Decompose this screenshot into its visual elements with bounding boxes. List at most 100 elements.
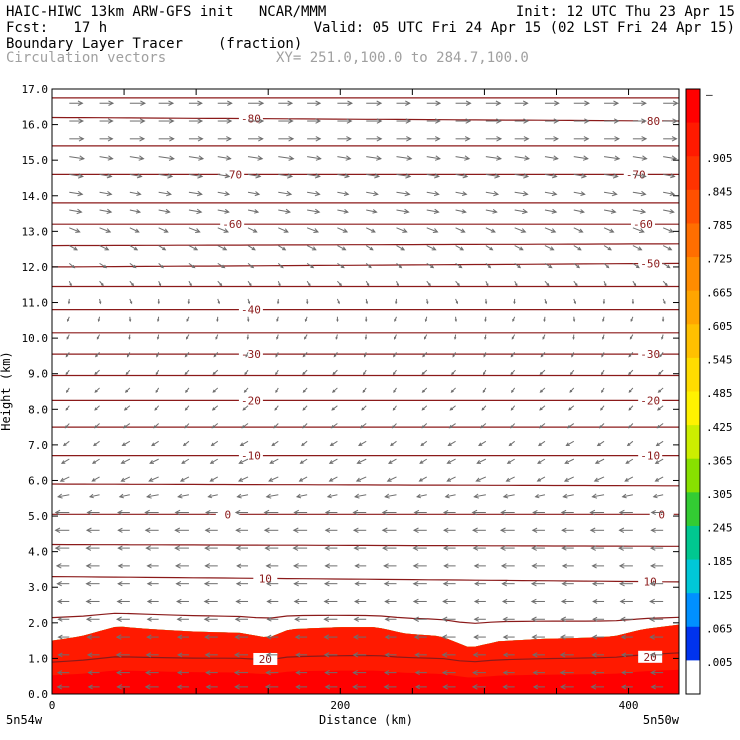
vector-head [412,527,419,534]
vector-shaft [268,476,279,482]
vector-head [496,118,502,124]
vector-head [186,319,189,323]
vector-shaft [306,262,314,268]
vector-head [515,283,518,287]
vector-head [287,100,294,106]
vector-head [448,424,453,429]
vector-shaft [188,262,195,268]
vector-head [91,478,96,482]
vector-head [85,527,92,534]
vector-shaft [69,173,83,178]
vector-head [94,389,98,393]
vector-head [628,354,632,358]
vector-head [487,265,492,269]
vector-head [75,228,81,233]
vector-head [657,389,662,393]
colorbar-swatch [686,223,700,258]
vector-head [233,669,240,676]
vector-head [60,460,66,464]
vector-head [64,425,68,429]
vector-head [182,442,187,447]
vector-shaft [99,173,112,178]
colorbar-swatch [686,593,700,628]
vector-head [376,100,383,106]
vector-shaft [622,494,633,498]
vector-head [519,246,524,251]
vector-head [431,246,437,251]
vector-head [140,100,147,106]
vector-head [568,407,572,411]
vector-head [346,136,352,142]
vector-head [226,136,232,142]
vector-shaft [306,245,317,251]
vector-head [511,390,514,393]
vector-head [57,634,63,640]
vector-head [151,442,156,447]
vector-head [120,477,126,482]
header-title: HAIC-HIWC 13km ARW-GFS init NCAR/MMM [6,4,327,20]
vector-head [135,209,142,214]
vector-head [198,155,205,161]
vector-head [65,390,69,394]
vector-head [219,283,223,287]
vector-head [473,599,480,604]
vector-head [125,372,129,376]
vector-head [369,246,374,251]
vector-shaft [247,262,254,268]
vector-head [116,684,123,690]
vector-head [633,283,637,287]
vector-head [107,118,114,124]
vector-head [252,228,258,233]
vector-head [510,372,514,376]
vector-head [168,155,175,161]
vector-head [590,669,597,676]
vector-shaft [69,245,78,251]
vector-head [384,652,390,658]
vector-head [446,477,451,482]
vector-head [85,545,92,551]
vector-head [631,301,635,305]
vector-head [473,493,479,499]
vector-head [548,264,553,269]
vector-shaft [426,173,439,178]
vector-head [601,354,604,358]
contour-label-bg [253,572,278,585]
colorbar-swatch [686,290,700,325]
vector-head [86,509,93,516]
vector-head [295,652,301,658]
vector-shaft [99,156,113,160]
vector-shaft [485,209,497,213]
vector-head [663,301,666,305]
vector-head [583,136,590,142]
vector-head [56,581,62,587]
vector-shaft [360,423,367,429]
vector-head [560,684,566,690]
y-tick-label: 0.0 [28,688,48,701]
vector-head [342,228,349,233]
vector-head [184,372,188,376]
vector-shaft [603,245,612,251]
vector-shaft [544,156,558,160]
vector-head [345,155,352,161]
vector-shaft [99,209,112,213]
vector-head [573,301,576,305]
vector-head [539,407,543,411]
contour-line [52,652,679,663]
vector-head [237,477,244,482]
vector-head [435,100,442,106]
vector-head [602,336,605,340]
vector-shaft [485,245,493,251]
vector-head [384,670,390,676]
vector-head [191,264,196,269]
vector-head [539,371,543,376]
vector-shaft [149,458,159,464]
vector-head [176,684,182,690]
vector-head [294,634,301,640]
vector-head [336,319,339,323]
vector-head [569,372,573,376]
vector-shaft [247,245,256,251]
vector-head [382,545,388,551]
vector-head [480,425,484,429]
vector-head [394,319,397,323]
vector-head [561,527,567,533]
